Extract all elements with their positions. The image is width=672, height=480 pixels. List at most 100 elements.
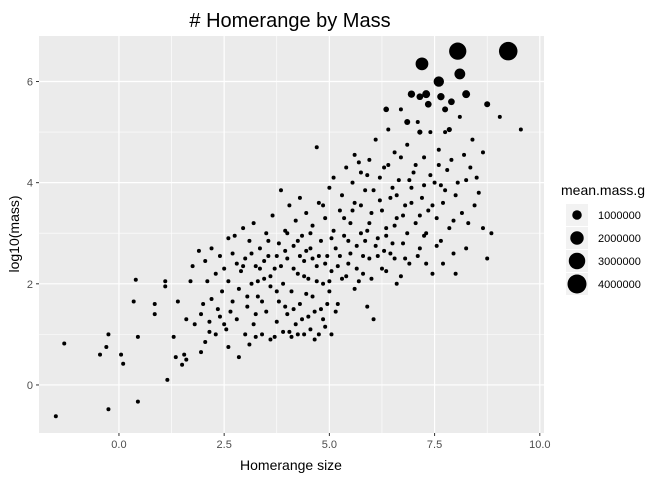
data-point [348, 251, 353, 256]
data-point [165, 377, 170, 382]
data-point [354, 266, 359, 271]
data-point [438, 238, 443, 243]
data-point [377, 175, 382, 180]
data-point [466, 221, 471, 226]
data-point [135, 334, 140, 339]
data-point [253, 264, 258, 269]
data-point [422, 233, 427, 238]
data-point [251, 322, 256, 327]
data-point [192, 322, 197, 327]
data-point [119, 352, 124, 357]
data-point [199, 350, 204, 355]
data-point-large [416, 93, 424, 101]
data-point [249, 281, 254, 286]
data-point [384, 226, 389, 231]
data-point [358, 170, 363, 175]
data-point [323, 261, 328, 266]
data-point [453, 271, 458, 276]
data-point [358, 231, 363, 236]
data-point [352, 286, 357, 291]
data-point [476, 190, 481, 195]
data-point [316, 332, 321, 337]
data-point [401, 241, 406, 246]
data-point [306, 314, 311, 319]
data-point [363, 238, 368, 243]
data-point [53, 414, 58, 419]
data-point [188, 279, 193, 284]
y-tick-label: 4 [27, 178, 33, 190]
data-point [394, 216, 399, 221]
data-point [226, 279, 231, 284]
data-point [133, 277, 138, 282]
data-point [451, 218, 456, 223]
chart-title: # Homerange by Mass [189, 10, 390, 32]
data-point [413, 162, 418, 167]
data-point [207, 329, 212, 334]
data-point [405, 231, 410, 236]
data-point [472, 203, 477, 208]
data-point-large [462, 90, 471, 99]
data-point [285, 256, 290, 261]
y-tick-label: 6 [27, 77, 33, 89]
data-point [413, 221, 418, 226]
data-point [398, 107, 403, 112]
data-point [241, 264, 246, 269]
data-point [260, 332, 265, 337]
data-point [268, 337, 273, 342]
data-point [459, 211, 464, 216]
data-point [417, 213, 422, 218]
data-point [255, 279, 260, 284]
data-point [327, 279, 332, 284]
data-point [474, 175, 479, 180]
data-point [438, 183, 443, 188]
data-point [203, 339, 208, 344]
data-point [455, 180, 460, 185]
data-point [441, 261, 445, 266]
data-point [262, 276, 267, 281]
data-point [278, 188, 283, 193]
data-points [53, 41, 523, 419]
data-point [239, 269, 243, 274]
data-point [428, 130, 433, 135]
data-point [312, 309, 317, 314]
data-point [518, 127, 523, 132]
data-point [264, 309, 269, 314]
data-point [443, 130, 448, 135]
legend-title: mean.mass.g [561, 182, 645, 198]
data-point [121, 361, 126, 366]
data-point [62, 341, 67, 346]
data-point [325, 302, 330, 307]
data-point [331, 175, 336, 180]
data-point [281, 329, 286, 334]
data-point [356, 160, 361, 165]
data-point [323, 324, 328, 329]
data-point [411, 170, 416, 175]
data-point [222, 322, 227, 327]
data-point-large [415, 57, 429, 71]
data-point [300, 317, 305, 322]
data-point [434, 243, 439, 248]
data-point [247, 238, 252, 243]
data-point [310, 294, 315, 299]
data-point [272, 334, 277, 339]
data-point [384, 233, 389, 238]
data-point [409, 200, 414, 205]
data-point [245, 294, 250, 299]
data-point [291, 266, 296, 271]
data-point [262, 259, 267, 264]
data-point [264, 231, 269, 236]
data-point [443, 188, 448, 193]
data-point-large [437, 93, 445, 101]
data-point [308, 327, 313, 332]
data-point [352, 152, 357, 157]
data-point [232, 233, 237, 238]
data-point [285, 312, 290, 317]
data-point [398, 274, 403, 279]
data-point [394, 193, 399, 198]
data-point [396, 178, 401, 183]
data-point [346, 238, 351, 243]
data-point [209, 296, 214, 301]
data-point [310, 256, 315, 261]
data-point [224, 327, 229, 332]
data-point [335, 302, 340, 307]
